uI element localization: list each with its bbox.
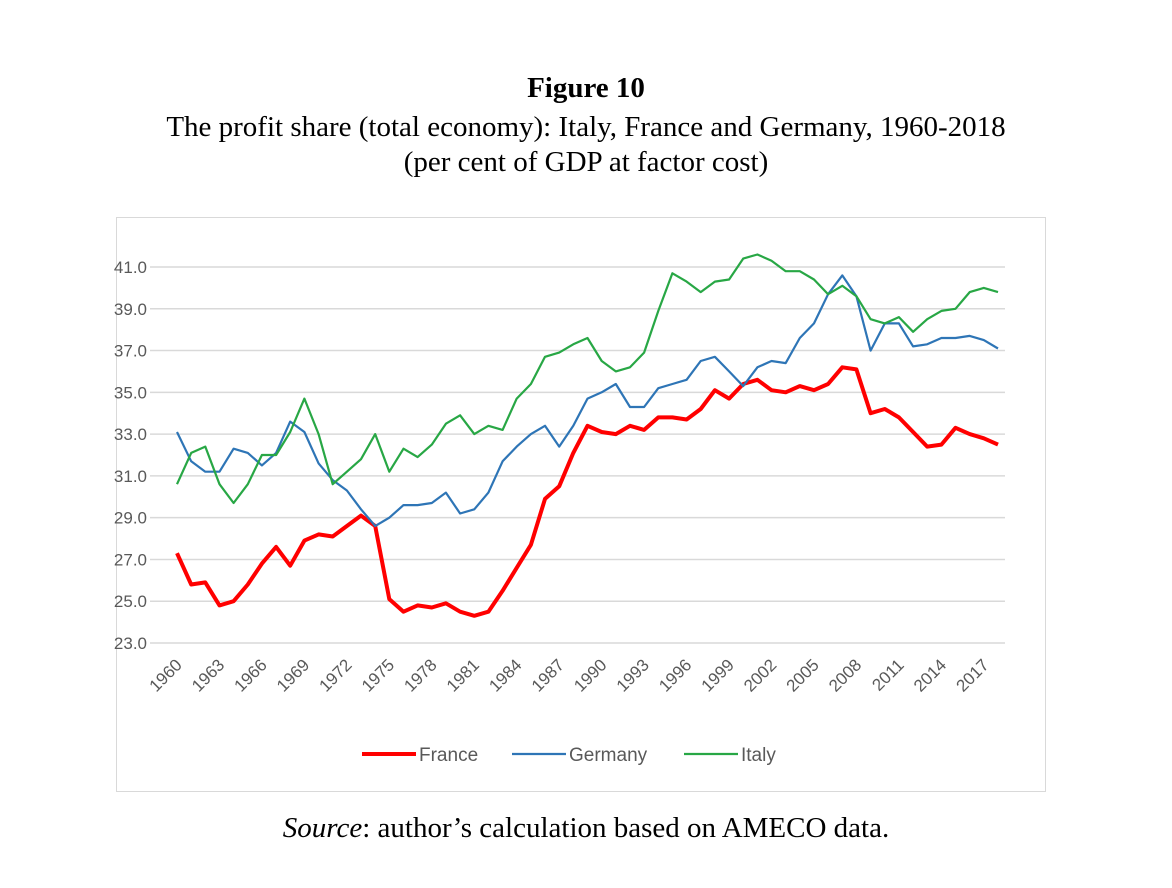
chart-subtitle: (per cent of GDP at factor cost) (403, 146, 769, 178)
legend-label-germany: Germany (569, 745, 648, 766)
chart-title: The profit share (total economy): Italy,… (166, 111, 1006, 143)
x-tick-label: 1972 (316, 655, 356, 695)
x-tick-label: 1975 (358, 655, 398, 695)
source-note: Source: author’s calculation based on AM… (0, 812, 1172, 845)
x-tick-label: 2005 (783, 655, 823, 695)
x-tick-label: 1990 (570, 655, 610, 695)
x-tick-label: 2014 (910, 655, 950, 695)
x-tick-label: 2017 (952, 655, 992, 695)
series-line-germany (176, 274, 999, 528)
x-tick-label: 1963 (188, 655, 228, 695)
x-tick-label: 1978 (400, 655, 440, 695)
x-tick-label: 1966 (231, 655, 271, 695)
source-label: Source (282, 812, 363, 844)
series-line-italy (175, 253, 999, 505)
y-tick-label: 39.0 (114, 300, 147, 319)
source-text: : author’s calculation based on AMECO da… (362, 812, 890, 844)
x-tick-label: 1987 (528, 655, 568, 695)
x-tick-label: 1984 (485, 655, 525, 695)
y-tick-label: 25.0 (114, 592, 147, 611)
y-tick-label: 37.0 (114, 342, 147, 361)
y-tick-label: 31.0 (114, 467, 147, 486)
figure-label: Figure 10 (527, 72, 645, 104)
y-tick-label: 29.0 (114, 509, 147, 528)
x-tick-label: 1960 (146, 655, 186, 695)
chart-frame (116, 217, 1046, 792)
x-tick-label: 1993 (613, 655, 653, 695)
x-tick-label: 1996 (655, 655, 695, 695)
y-tick-label: 33.0 (114, 425, 147, 444)
legend-label-italy: Italy (741, 745, 776, 766)
legend-label-france: France (419, 745, 478, 766)
y-tick-label: 27.0 (114, 550, 147, 569)
x-tick-label: 1969 (273, 655, 313, 695)
x-tick-label: 2008 (825, 655, 865, 695)
x-tick-label: 2002 (740, 655, 780, 695)
x-tick-label: 1981 (443, 655, 483, 695)
series-line-france (175, 365, 999, 618)
x-tick-label: 1999 (698, 655, 738, 695)
y-tick-label: 35.0 (114, 383, 147, 402)
x-tick-label: 2011 (868, 655, 907, 694)
y-tick-label: 41.0 (114, 258, 147, 277)
y-tick-label: 23.0 (114, 634, 147, 653)
